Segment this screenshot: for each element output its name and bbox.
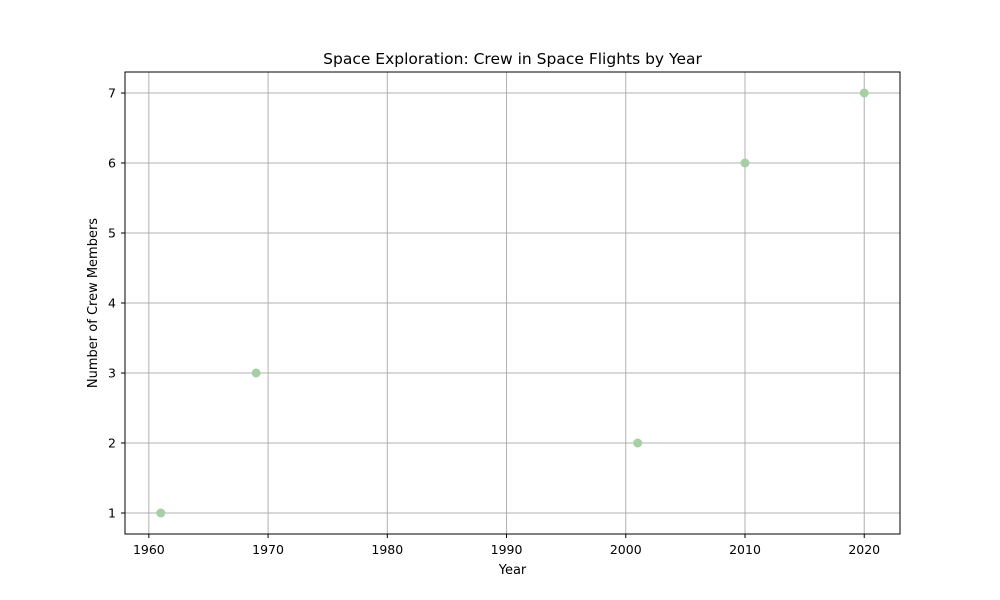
- y-tick-label: 3: [108, 366, 116, 381]
- x-tick-label: 1960: [133, 542, 165, 557]
- data-point: [251, 368, 261, 378]
- data-point: [859, 88, 869, 98]
- chart-title: Space Exploration: Crew in Space Flights…: [323, 50, 702, 68]
- data-point: [633, 438, 643, 448]
- y-tick-label: 6: [108, 156, 116, 171]
- plot-frame: [124, 71, 901, 535]
- axis-ticks: 1960 1970 1980 1990 2000 2010 2020 1 2 3 4 5 6 7: [108, 86, 880, 558]
- y-tick-label: 2: [108, 436, 116, 451]
- y-axis-label: Number of Crew Members: [86, 218, 101, 388]
- y-tick-label: 7: [108, 86, 116, 101]
- x-tick-label: 1970: [252, 542, 284, 557]
- x-tick-label: 2000: [610, 542, 642, 557]
- y-tick-label: 1: [108, 506, 116, 521]
- y-tick-label: 4: [108, 296, 116, 311]
- x-tick-label: 2010: [729, 542, 761, 557]
- data-point: [740, 158, 750, 168]
- gridlines: [125, 72, 900, 534]
- data-point: [156, 508, 166, 518]
- x-tick-label: 1990: [491, 542, 523, 557]
- x-axis-label: Year: [498, 563, 527, 578]
- data-points: [156, 88, 869, 518]
- y-tick-label: 5: [108, 226, 116, 241]
- x-tick-label: 1980: [371, 542, 403, 557]
- x-tick-label: 2020: [848, 542, 880, 557]
